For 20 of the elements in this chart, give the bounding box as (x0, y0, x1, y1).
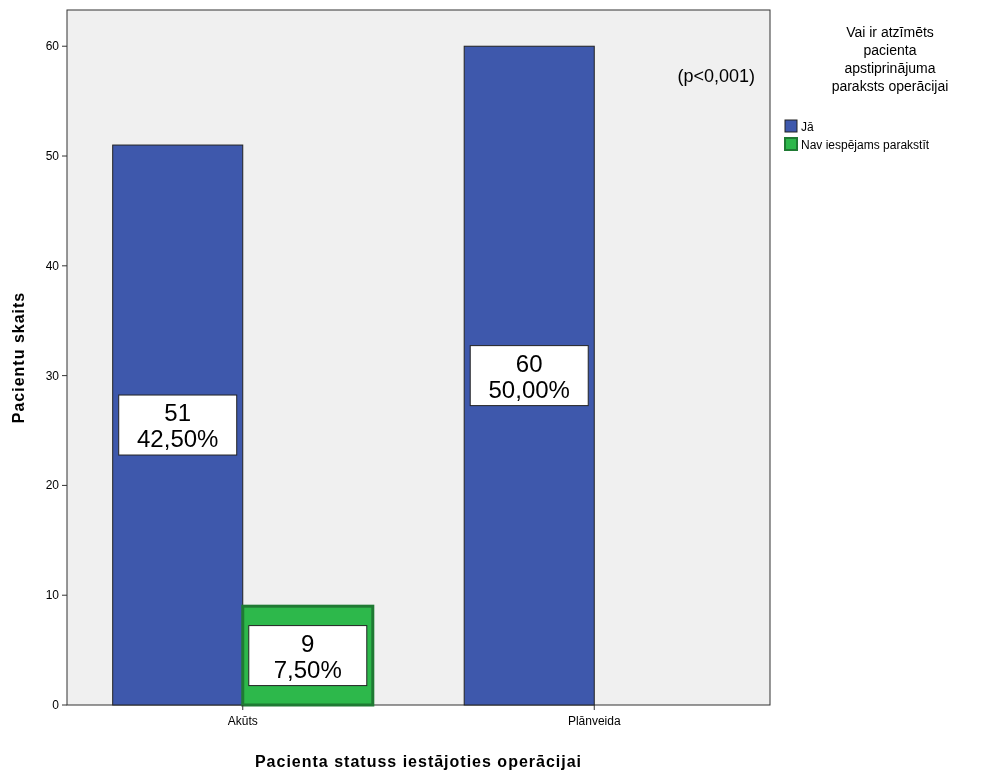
y-tick-label: 40 (45, 258, 60, 273)
y-tick-label: 30 (45, 368, 60, 383)
annotation: (p<0,001) (677, 66, 755, 86)
x-tick-label: Plānveida (567, 714, 621, 728)
bar (112, 144, 244, 706)
x-axis-title: Pacienta statuss iestājoties operācijai (254, 753, 583, 770)
legend-label: Nav iespējams parakstīt (801, 138, 930, 152)
data-label: 60 50,00% (488, 349, 570, 403)
y-tick-label: 60 (45, 39, 60, 54)
data-label: 9 7,50% (273, 629, 342, 683)
y-tick-label: 20 (45, 478, 60, 493)
legend-label: Jā (801, 120, 814, 134)
y-tick-label: 10 (45, 588, 60, 603)
legend-title: Vai ir atzīmēts pacienta apstiprinājuma paraksts operācijai (831, 24, 949, 94)
y-tick-label: 0 (52, 698, 60, 712)
y-tick-label: 50 (45, 149, 60, 164)
bar (463, 45, 595, 706)
y-axis-title: Pacientu skaits (10, 291, 27, 424)
x-tick-label: Akūts (227, 714, 258, 728)
data-label: 51 42,50% (137, 399, 219, 453)
